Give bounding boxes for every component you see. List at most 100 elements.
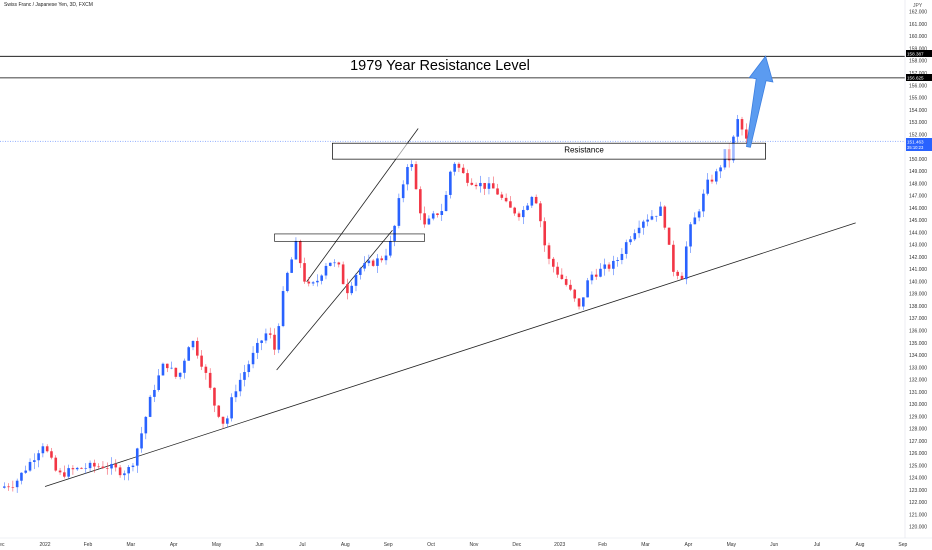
candle[interactable] [328, 262, 332, 267]
candle[interactable] [191, 340, 195, 351]
candle[interactable] [183, 358, 186, 379]
candle[interactable] [238, 373, 242, 397]
candle[interactable] [521, 206, 525, 225]
candle[interactable] [423, 206, 426, 228]
candle[interactable] [663, 205, 667, 230]
candle[interactable] [290, 257, 293, 274]
candle[interactable] [226, 415, 229, 428]
candle[interactable] [710, 174, 714, 184]
candle[interactable] [54, 455, 58, 472]
candle[interactable] [367, 254, 371, 267]
candle[interactable] [88, 460, 92, 472]
candle[interactable] [487, 177, 491, 195]
candle[interactable] [37, 449, 40, 468]
candle[interactable] [586, 277, 589, 298]
candle[interactable] [389, 235, 392, 258]
upward-arrow[interactable] [746, 55, 774, 148]
candle[interactable] [397, 193, 401, 229]
candle[interactable] [15, 478, 19, 493]
candle[interactable] [543, 217, 547, 252]
candle[interactable] [577, 297, 581, 310]
candle[interactable] [281, 286, 285, 328]
candle[interactable] [444, 190, 448, 212]
candle[interactable] [256, 338, 259, 359]
candle[interactable] [97, 463, 100, 469]
candle[interactable] [80, 467, 83, 470]
candle[interactable] [551, 256, 555, 273]
candle[interactable] [101, 461, 105, 470]
candle[interactable] [474, 182, 478, 190]
candle[interactable] [303, 257, 306, 284]
candle[interactable] [629, 235, 632, 245]
candle[interactable] [491, 176, 495, 189]
candle[interactable] [217, 405, 221, 419]
candle[interactable] [157, 369, 160, 392]
candle[interactable] [633, 229, 637, 242]
candle[interactable] [496, 183, 499, 195]
candle[interactable] [337, 261, 341, 268]
candle[interactable] [654, 215, 658, 222]
candle[interactable] [294, 237, 298, 260]
candle[interactable] [406, 164, 409, 191]
candle[interactable] [513, 206, 516, 216]
candle[interactable] [436, 213, 439, 218]
candle[interactable] [547, 242, 551, 265]
candle[interactable] [277, 323, 281, 354]
candle[interactable] [642, 219, 645, 235]
candle[interactable] [526, 202, 529, 211]
candle[interactable] [45, 444, 49, 453]
candle[interactable] [672, 240, 675, 277]
candle[interactable] [689, 222, 692, 253]
candle[interactable] [324, 262, 328, 280]
candle[interactable] [165, 363, 169, 373]
candle[interactable] [153, 384, 156, 403]
candle[interactable] [311, 280, 315, 287]
trendline[interactable] [44, 222, 856, 487]
candle[interactable] [740, 116, 744, 136]
candle[interactable] [419, 186, 422, 221]
candle[interactable] [667, 227, 671, 245]
candle[interactable] [7, 483, 10, 491]
candle[interactable] [530, 195, 534, 209]
price-axis[interactable]: 120.000 121.000 122.000 123.000 124.000 125.0… [909, 10, 927, 531]
candle[interactable] [358, 266, 362, 280]
candle[interactable] [719, 165, 722, 179]
candle[interactable] [427, 215, 431, 226]
candle[interactable] [307, 277, 311, 287]
candle[interactable] [676, 269, 679, 280]
candle[interactable] [470, 178, 474, 186]
candle[interactable] [174, 367, 178, 379]
candle[interactable] [170, 361, 173, 370]
candle[interactable] [20, 472, 23, 485]
candle[interactable] [560, 268, 564, 280]
candle[interactable] [736, 114, 740, 143]
candle[interactable] [247, 360, 251, 378]
trendline[interactable] [276, 230, 393, 371]
candle[interactable] [431, 210, 435, 221]
candle[interactable] [350, 281, 354, 296]
candle[interactable] [607, 262, 611, 272]
candle[interactable] [457, 162, 461, 173]
candle[interactable] [251, 346, 255, 369]
candle[interactable] [376, 254, 379, 273]
candle[interactable] [697, 208, 701, 222]
candle[interactable] [384, 248, 388, 265]
candle[interactable] [2, 482, 6, 489]
candle[interactable] [466, 169, 469, 187]
candle[interactable] [646, 214, 649, 227]
candle[interactable] [371, 259, 375, 267]
candle[interactable] [341, 261, 345, 285]
candle[interactable] [453, 162, 456, 176]
resistance-box[interactable] [332, 142, 766, 160]
candle[interactable] [135, 447, 139, 473]
candle[interactable] [401, 180, 405, 203]
candle[interactable] [509, 196, 512, 208]
candle[interactable] [461, 164, 465, 174]
candle[interactable] [221, 416, 225, 429]
candle[interactable] [599, 263, 602, 278]
candle[interactable] [204, 364, 208, 380]
candle[interactable] [624, 239, 628, 259]
candle[interactable] [75, 466, 79, 471]
candle[interactable] [298, 239, 302, 268]
